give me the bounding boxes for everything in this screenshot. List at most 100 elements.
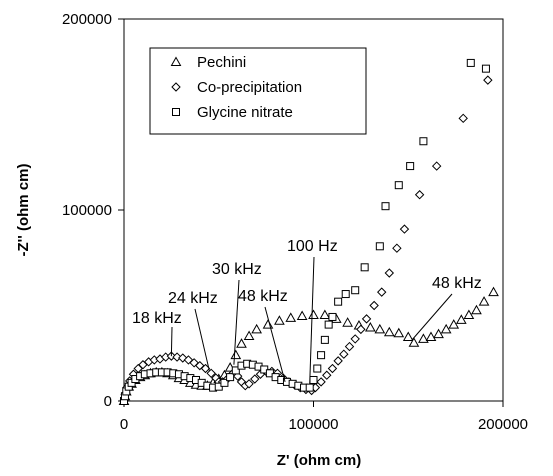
x-tick-label: 0 <box>120 416 128 433</box>
data-point <box>250 374 260 384</box>
data-point <box>262 319 274 329</box>
data-point <box>236 338 247 348</box>
annotation-leader-line <box>264 306 286 383</box>
data-point <box>440 323 452 334</box>
axis-ticks: 0 100000 200000 0 100000 200000 <box>62 11 528 433</box>
data-point <box>488 286 499 297</box>
annotation-leader-line <box>194 308 210 371</box>
data-point <box>206 368 216 379</box>
data-point <box>458 113 468 124</box>
data-point <box>308 309 319 320</box>
x-tick-label: 200000 <box>478 416 528 433</box>
data-point <box>344 341 355 352</box>
data-point <box>483 75 493 85</box>
data-point <box>305 383 314 392</box>
data-point <box>381 202 390 211</box>
series-glycine-nitrate <box>120 58 490 405</box>
data-point <box>466 58 475 67</box>
data-point <box>309 375 318 384</box>
data-point <box>374 323 386 334</box>
x-axis-title: Z' (ohm cm) <box>277 452 361 469</box>
legend-marker-square <box>172 108 180 116</box>
data-point <box>274 315 285 325</box>
data-point <box>364 321 376 332</box>
data-point <box>463 309 475 320</box>
y-tick-label: 200000 <box>62 11 112 28</box>
data-point <box>231 366 240 375</box>
data-point <box>172 352 182 362</box>
data-point <box>244 379 254 389</box>
data-point <box>341 290 350 299</box>
legend-box <box>149 47 367 135</box>
annotation-leader-line <box>411 293 453 341</box>
data-point <box>327 363 338 374</box>
data-point <box>384 268 395 278</box>
legend-label: Pechini <box>197 54 246 71</box>
annotation-label: 100 Hz <box>287 238 338 255</box>
data-points <box>118 58 499 406</box>
data-point <box>402 331 414 342</box>
data-point <box>320 335 329 344</box>
data-point <box>408 337 420 347</box>
data-point <box>433 328 444 339</box>
data-point <box>226 373 235 382</box>
data-point <box>328 312 337 321</box>
data-point <box>317 351 326 360</box>
data-point <box>471 304 482 315</box>
data-point <box>392 243 402 253</box>
data-point <box>383 326 395 337</box>
data-point <box>322 370 332 380</box>
data-point <box>448 319 460 329</box>
legend-marker-triangle <box>170 56 182 66</box>
y-tick-label: 100000 <box>62 202 112 219</box>
data-point <box>333 356 343 366</box>
data-point <box>377 287 387 297</box>
data-point <box>285 312 297 322</box>
data-point <box>334 297 343 306</box>
data-point <box>431 161 442 171</box>
y-tick-label: 0 <box>104 393 112 410</box>
data-point <box>399 224 410 234</box>
legend-label: Glycine nitrate <box>197 104 293 121</box>
data-point <box>406 162 415 171</box>
data-point <box>313 364 322 373</box>
annotation-label: 18 kHz <box>132 310 182 327</box>
data-point <box>350 334 360 344</box>
data-point <box>243 330 255 341</box>
legend-label: Co-precipitation <box>197 79 302 96</box>
annotation-label: 48 kHz <box>432 275 482 292</box>
annotations: 18 kHz 24 kHz 30 kHz 48 kHz 100 Hz 48 kHz <box>132 238 482 384</box>
data-point <box>342 317 353 327</box>
annotation-label: 24 kHz <box>168 290 218 307</box>
data-point <box>369 300 379 311</box>
data-point <box>220 378 229 387</box>
data-point <box>319 309 331 320</box>
data-point <box>251 323 263 334</box>
data-point <box>425 331 437 342</box>
legend-marker-diamond <box>171 82 181 92</box>
data-point <box>481 64 490 73</box>
x-tick-label: 100000 <box>288 416 338 433</box>
annotation-leader-line <box>233 279 240 365</box>
data-point <box>455 314 467 324</box>
data-point <box>375 242 384 251</box>
annotation-leader-line <box>309 256 315 384</box>
data-point <box>351 286 360 295</box>
data-point <box>418 333 429 343</box>
data-point <box>478 296 490 306</box>
data-point <box>360 263 369 272</box>
data-point <box>339 349 349 359</box>
data-point <box>356 324 366 335</box>
annotation-leader-line <box>170 326 173 357</box>
y-axis-title: -Z'' (ohm cm) <box>15 164 32 257</box>
data-point <box>296 310 308 321</box>
data-point <box>394 181 403 190</box>
annotation-label: 48 kHz <box>238 288 288 305</box>
data-point <box>419 137 428 146</box>
legend: Pechini Co-precipitation Glycine nitrate <box>149 47 367 135</box>
annotation-label: 30 kHz <box>212 261 262 278</box>
data-point <box>361 314 372 324</box>
data-point <box>230 349 242 360</box>
